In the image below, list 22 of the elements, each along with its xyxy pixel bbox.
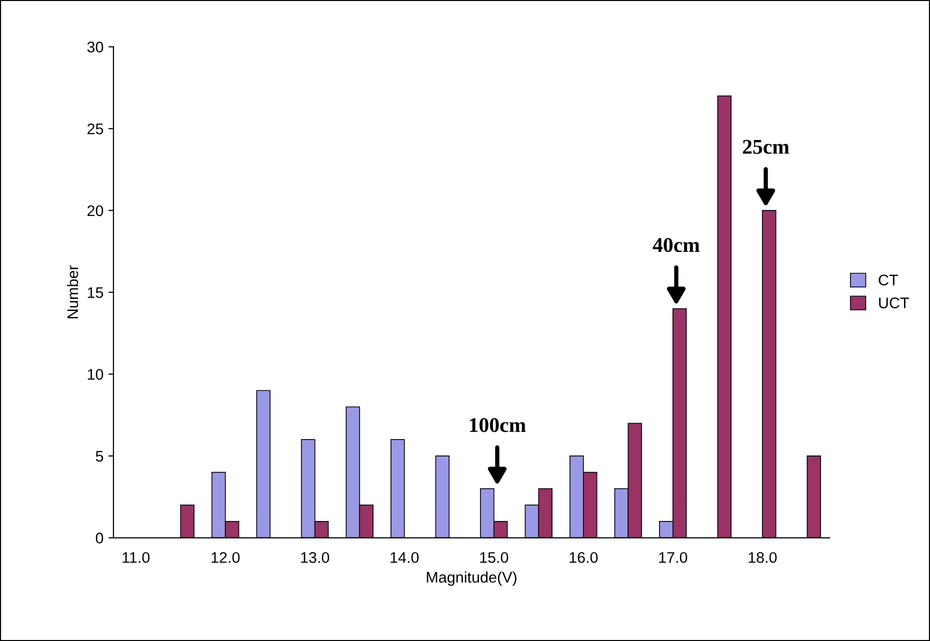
x-tick-label: 15.0 <box>480 552 508 563</box>
x-tick-label: 18.0 <box>748 552 777 563</box>
x-tick-label: 17.0 <box>659 552 688 563</box>
legend-label: CT <box>878 274 898 286</box>
legend-label: UCT <box>879 298 910 308</box>
y-tick-label: 15 <box>88 287 104 298</box>
y-tick-label: 0 <box>96 532 104 544</box>
x-tick-label: 11.0 <box>122 552 150 563</box>
y-tick-label: 25 <box>88 123 104 134</box>
y-axis-title: Number <box>66 265 78 318</box>
x-tick-label: 16.0 <box>570 552 598 563</box>
annotation: 100cm <box>470 418 526 432</box>
y-tick-label: 10 <box>88 369 104 380</box>
annotation: 40cm <box>652 238 700 252</box>
x-tick-label: 14.0 <box>390 552 419 563</box>
x-tick-label: 12.0 <box>212 552 240 563</box>
y-tick-label: 30 <box>87 42 104 52</box>
y-tick-label: 20 <box>88 205 104 216</box>
x-axis-title: Magnitude(V) <box>426 571 516 586</box>
annotation: 25cm <box>742 140 790 154</box>
x-tick-label: 13.0 <box>301 552 330 563</box>
y-tick-label: 5 <box>96 450 104 462</box>
